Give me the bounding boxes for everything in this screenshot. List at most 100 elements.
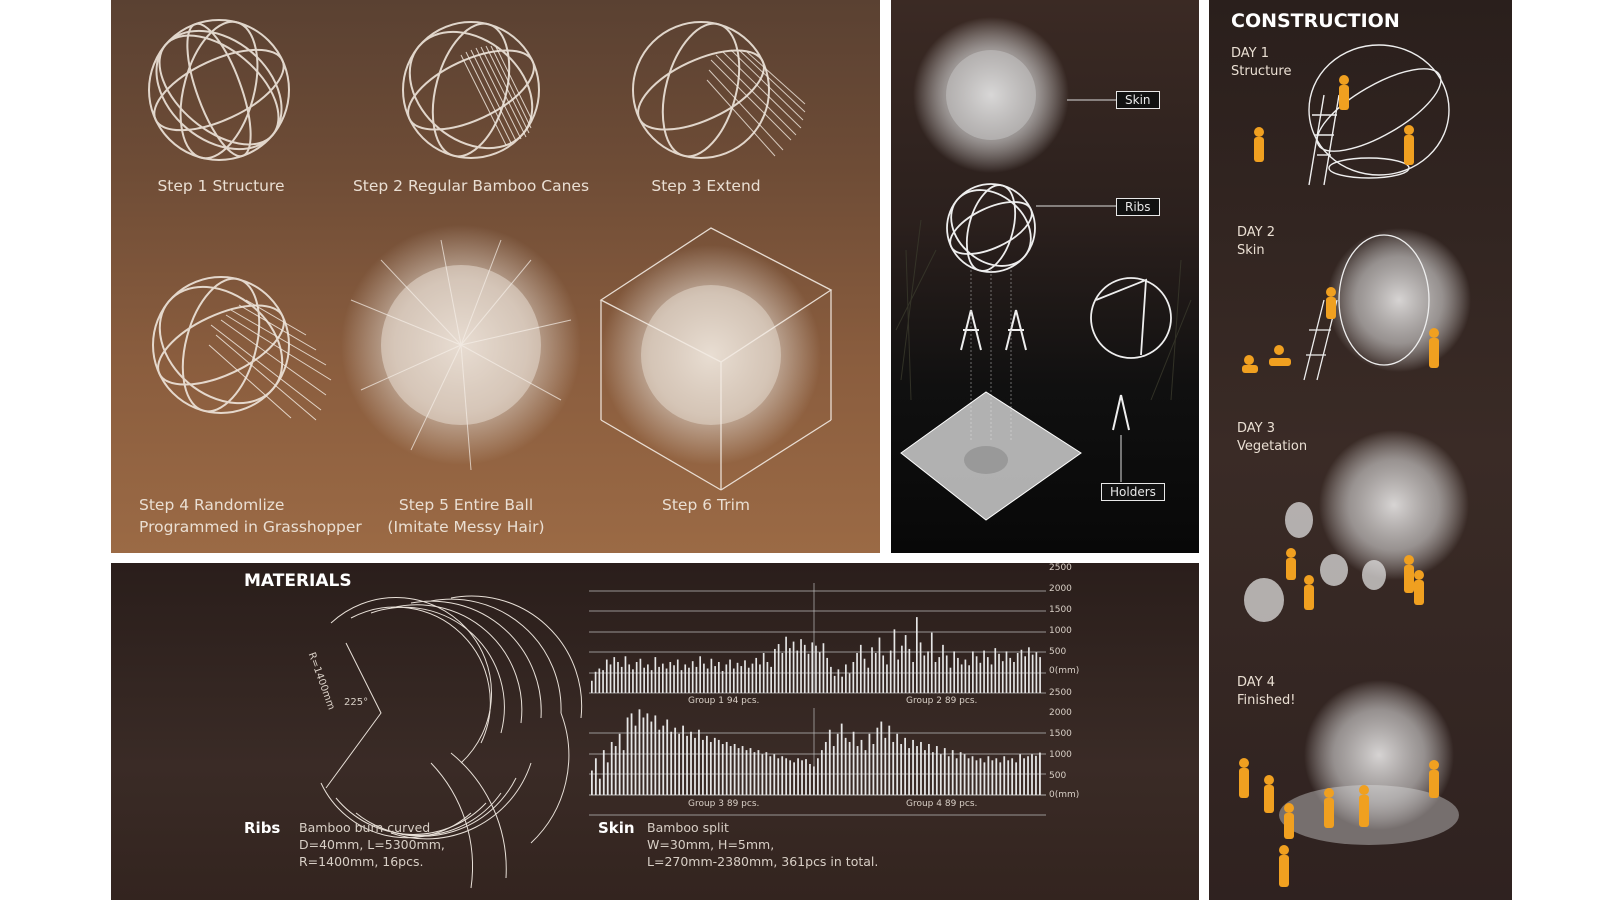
skin-length-bar	[669, 661, 672, 693]
skin-spec-title: Skin	[598, 819, 635, 837]
skin-length-bar	[662, 725, 665, 795]
skin-length-bar	[837, 669, 840, 693]
construction-panel: CONSTRUCTION DAY 1 Structure DAY 2 Skin …	[1209, 0, 1512, 900]
skin-length-bar	[736, 662, 739, 693]
skin-length-bar	[647, 664, 649, 693]
skin-length-bar	[896, 733, 899, 795]
ribs-spec-line: Bamboo burn curved	[299, 820, 431, 835]
construction-illustrations	[1239, 44, 1471, 887]
chart2-y-2000: 2000	[1049, 708, 1072, 718]
skin-length-bar	[594, 671, 597, 693]
skin-length-bar	[749, 748, 752, 795]
skin-length-bar	[658, 666, 660, 693]
step2-label: Step 2 Regular Bamboo Canes	[352, 177, 590, 195]
step5-entire-ball-drawing	[341, 225, 581, 471]
skin-length-bar	[634, 725, 637, 795]
skin-length-bar	[880, 721, 883, 795]
skin-length-bar	[949, 667, 952, 693]
skin-length-bar	[620, 666, 623, 693]
skin-length-bar	[848, 741, 851, 795]
skin-length-bar	[807, 653, 810, 693]
skin-length-bar	[741, 746, 744, 795]
skin-length-bar	[990, 664, 993, 693]
skin-length-bar	[797, 758, 799, 795]
skin-length-bar	[986, 657, 989, 693]
skin-length-bar	[650, 670, 653, 693]
step1-label: Step 1 Structure	[157, 177, 285, 195]
skin-length-bar	[678, 733, 681, 795]
skin-length-bar	[642, 717, 645, 795]
skin-length-bar	[703, 663, 705, 693]
skin-length-bar	[765, 752, 768, 795]
skin-length-bar	[1031, 754, 1033, 795]
day1-label: DAY 1	[1231, 46, 1270, 61]
skin-length-bar	[745, 750, 748, 795]
step-illustrations	[148, 19, 833, 491]
chart2-y-2500: 2500	[1049, 688, 1072, 698]
skin-length-bar	[979, 758, 982, 795]
skin-length-bar	[884, 737, 887, 795]
skin-length-bar	[602, 750, 605, 795]
skin-length-bar	[882, 655, 885, 693]
skin-length-bar	[987, 756, 990, 795]
skin-length-bar	[789, 760, 792, 795]
skin-length-bar	[609, 664, 612, 693]
skin-length-bar	[864, 750, 867, 795]
day3-workers	[1286, 548, 1424, 610]
skin-length-bar	[618, 733, 621, 795]
skin-length-bar	[709, 741, 712, 795]
skin-length-bar	[757, 750, 760, 795]
day2-workers	[1242, 287, 1439, 373]
skin-length-bar	[1013, 661, 1015, 693]
skin-length-bar	[785, 636, 787, 693]
skin-spec-line: W=30mm, H=5mm,	[647, 837, 775, 852]
skin-length-bar	[904, 737, 907, 795]
day4-block: DAY 4 Finished!	[1237, 674, 1295, 710]
skin-length-bar	[897, 659, 899, 693]
skin-length-bar	[688, 667, 690, 693]
skin-length-bar	[888, 725, 891, 795]
skin-length-bar	[1019, 754, 1021, 795]
skin-spec-line: Bamboo split	[647, 820, 729, 835]
skin-length-bar	[900, 744, 903, 795]
skin-length-bar	[777, 644, 780, 693]
step2-canes-drawing	[402, 21, 540, 159]
chart2-y-1500: 1500	[1049, 729, 1072, 739]
skin-length-bar	[702, 739, 704, 795]
skin-length-bar	[844, 737, 847, 795]
skin-length-bar	[654, 715, 657, 795]
skin-length-bar	[938, 657, 941, 693]
skin-length-bar	[912, 739, 914, 795]
skin-length-bar	[1007, 760, 1010, 795]
skin-length-bar	[860, 739, 863, 795]
skin-length-bar	[999, 762, 1002, 795]
skin-length-bar	[867, 667, 870, 693]
skin-length-bar	[820, 750, 823, 795]
step6-label: Step 6 Trim	[662, 496, 750, 514]
day4-celebrating-people	[1239, 758, 1439, 887]
skin-length-bar	[740, 666, 743, 693]
skin-length-bar	[737, 748, 740, 795]
skin-length-bar	[975, 760, 978, 795]
angle-label: 225°	[344, 697, 369, 708]
chart1-y-500: 500	[1049, 647, 1067, 657]
skin-length-bar	[639, 658, 642, 693]
skin-length-bar	[729, 659, 731, 693]
chart1-y-0: 0(mm)	[1049, 666, 1080, 676]
chart1-group2: Group 2 89 pcs.	[906, 696, 978, 706]
step3-extend-drawing	[632, 21, 770, 159]
ribs-spec: Bamboo burn curved D=40mm, L=5300mm, R=1…	[299, 819, 445, 870]
day2-label: DAY 2	[1237, 225, 1276, 240]
skin-length-bar	[729, 746, 732, 795]
skin-length-bar	[840, 723, 843, 795]
skin-length-bar	[725, 741, 728, 795]
base-platform	[900, 391, 1082, 521]
skin-length-bar	[1001, 661, 1004, 693]
skin-length-bar	[822, 643, 825, 693]
skin-length-bar	[732, 668, 735, 693]
skin-length-bar	[919, 642, 922, 693]
skin-length-bar	[868, 733, 871, 795]
skin-length-bar	[733, 744, 736, 795]
skin-length-bar	[915, 617, 918, 693]
skin-length-bar	[718, 661, 720, 693]
